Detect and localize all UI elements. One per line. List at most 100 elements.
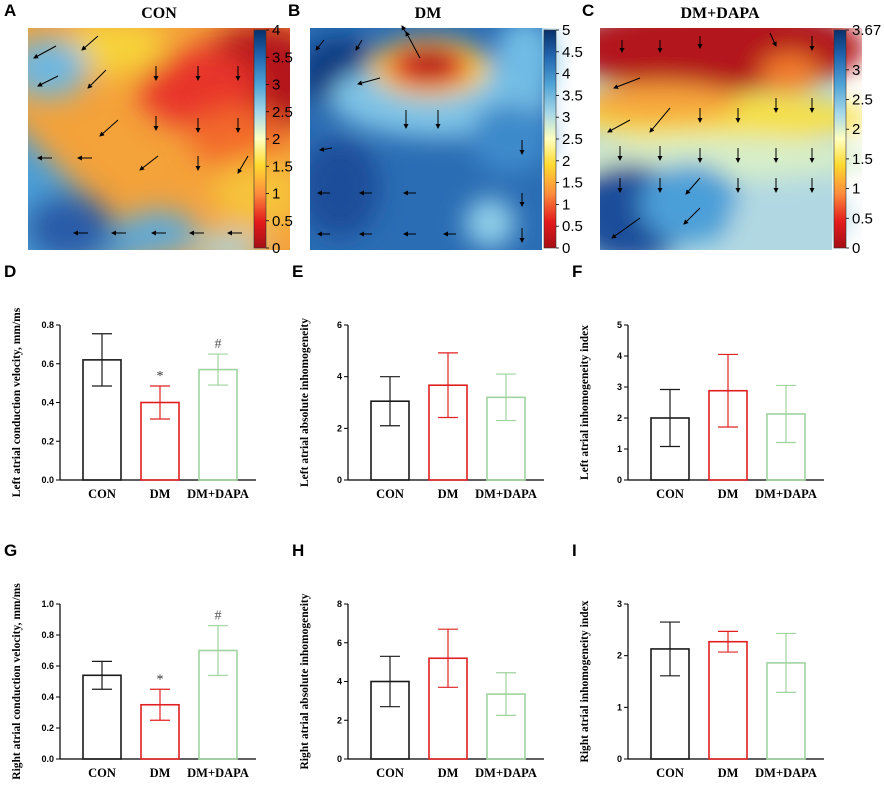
y-axis-label: Left atrial absolute inhomogeneity: [299, 318, 311, 487]
colorbar-tick-label: 3.67: [852, 22, 881, 39]
y-axis-label: Right atrial conduction velocity, mm/ms: [11, 583, 23, 780]
x-tick-label: CON: [88, 487, 116, 501]
y-tick-label: 1: [617, 444, 622, 454]
x-tick-label: DM: [438, 487, 459, 501]
y-tick-label: 4: [337, 372, 342, 382]
y-axis-label: Left atrial conduction velocity, mm/ms: [11, 307, 23, 497]
y-tick-label: 6: [337, 638, 342, 648]
x-tick-label: DM+DAPA: [475, 766, 537, 780]
bar-chart-right-absolute-inhomogeneity: H 0 2 4 6 8 Right atrial absolute inhomogeneit…: [292, 541, 544, 780]
panel-label-d: D: [4, 262, 16, 281]
colorbar-tick-label: 4.5: [562, 44, 583, 61]
panel-label-c: C: [582, 1, 594, 20]
y-tick-label: 0.0: [41, 475, 54, 485]
colorbar-tick-label: 5: [562, 22, 570, 39]
activation-map-dm-dapa: C DM+DAPA: [582, 1, 862, 250]
y-tick-label: 0: [617, 754, 622, 764]
x-tick-label: DM+DAPA: [755, 766, 817, 780]
y-tick-label: 0.2: [41, 436, 54, 446]
activation-map-dm: B DM: [288, 1, 555, 250]
x-tick-label: CON: [376, 487, 404, 501]
x-tick-label: DM: [718, 766, 739, 780]
colorbar-tick-label: 2.5: [562, 131, 583, 148]
significance-marker: #: [215, 609, 222, 624]
y-tick-label: 0.8: [41, 630, 54, 640]
y-axis-label: Right atrial absolute inhomogeneity: [299, 593, 311, 769]
y-tick-label: 3: [617, 599, 622, 609]
y-tick-label: 2: [337, 423, 342, 433]
panel-label-h: H: [292, 541, 304, 560]
y-axis-label: Right atrial inhomogeneity index: [579, 600, 591, 762]
y-tick-label: 1: [617, 702, 622, 712]
y-tick-label: 1.0: [41, 599, 54, 609]
colorbar-tick-label: 1.5: [272, 158, 293, 175]
y-tick-label: 2: [617, 413, 622, 423]
colorbar-tick-label: 2: [272, 131, 280, 148]
map-title-dm-dapa: DM+DAPA: [680, 5, 759, 22]
significance-marker: *: [157, 369, 164, 384]
y-tick-label: 0: [617, 475, 622, 485]
y-tick-label: 0.4: [41, 692, 54, 702]
colorbar-tick-label: 0: [272, 240, 280, 257]
bar-chart-left-inhomogeneity-index: F 0 1 2 3 4 5 Left atrial inhomogeneity index CO…: [572, 262, 824, 501]
colorbar-tick-label: 3.5: [562, 87, 583, 104]
colorbar-tick-label: 0.5: [272, 213, 293, 230]
colorbar-tick-label: 0: [562, 240, 570, 257]
x-tick-label: CON: [376, 766, 404, 780]
x-tick-label: CON: [656, 766, 684, 780]
y-tick-label: 0: [337, 754, 342, 764]
colorbar-tick-label: 3.5: [272, 49, 293, 66]
colorbar-dm-dapa: 0 0.5 1 1.5 2 2.5 3 3.67: [833, 22, 881, 257]
panel-label-b: B: [288, 1, 300, 20]
y-tick-label: 0.0: [41, 754, 54, 764]
bar-chart-left-conduction-velocity: D 0.0 0.2 0.4 0.6 0.8 Left atrial conduction v…: [4, 262, 256, 501]
colorbar-tick-label: 3: [852, 62, 860, 79]
map-title-dm: DM: [415, 5, 442, 22]
colorbar-tick-label: 3: [562, 109, 570, 126]
map-arrows-con: [33, 35, 249, 236]
significance-marker: #: [215, 337, 222, 352]
y-tick-label: 3: [617, 382, 622, 392]
bar-chart-right-conduction-velocity: G 0.0 0.2 0.4 0.6 0.8 1.0 Right atrial conducti…: [4, 541, 256, 780]
x-tick-label: CON: [88, 766, 116, 780]
bar-dm: [708, 640, 748, 760]
colorbar-tick-label: 1.5: [562, 175, 583, 192]
panel-label-g: G: [4, 541, 17, 560]
panel-label-f: F: [572, 262, 582, 281]
x-tick-label: DM+DAPA: [755, 487, 817, 501]
y-tick-label: 8: [337, 599, 342, 609]
y-tick-label: 0.4: [41, 398, 54, 408]
panel-label-i: I: [572, 541, 577, 560]
y-tick-label: 0: [337, 475, 342, 485]
colorbar-tick-label: 3: [272, 77, 280, 94]
x-tick-label: DM+DAPA: [187, 766, 249, 780]
colorbar-tick-label: 1: [562, 196, 570, 213]
y-tick-label: 6: [337, 320, 342, 330]
colorbar-tick-label: 0: [852, 240, 860, 257]
y-tick-label: 0.6: [41, 661, 54, 671]
panel-label-a: A: [4, 1, 16, 20]
colorbar-tick-label: 4: [272, 22, 280, 39]
y-axis-label: Left atrial inhomogeneity index: [579, 325, 591, 480]
y-tick-label: 2: [337, 715, 342, 725]
bar-chart-left-absolute-inhomogeneity: E 0 2 4 6 Left atrial absolute inhomogeneity C…: [292, 262, 544, 501]
x-tick-label: CON: [656, 487, 684, 501]
panel-label-e: E: [292, 262, 303, 281]
x-tick-label: DM: [718, 487, 739, 501]
y-tick-label: 0.2: [41, 723, 54, 733]
map-arrows-dm: [315, 25, 525, 243]
colorbar-tick-label: 2.5: [272, 104, 293, 121]
bar-dm-dapa: [198, 368, 238, 481]
map-title-con: CON: [141, 5, 177, 22]
bar-chart-right-inhomogeneity-index: I 0 1 2 3 Right atrial inhomogeneity index CON…: [572, 541, 824, 780]
colorbar-tick-label: 4: [562, 66, 570, 83]
colorbar-tick-label: 1: [272, 186, 280, 203]
x-tick-label: DM+DAPA: [475, 487, 537, 501]
x-tick-label: DM+DAPA: [187, 487, 249, 501]
colorbar-dm: 0 0.5 1 1.5 2 2.5 3 3.5 4 4.5 5: [543, 22, 583, 257]
colorbar-tick-label: 1: [852, 181, 860, 198]
x-tick-label: DM: [438, 766, 459, 780]
colorbar-tick-label: 0.5: [852, 210, 873, 227]
y-tick-label: 5: [617, 320, 622, 330]
